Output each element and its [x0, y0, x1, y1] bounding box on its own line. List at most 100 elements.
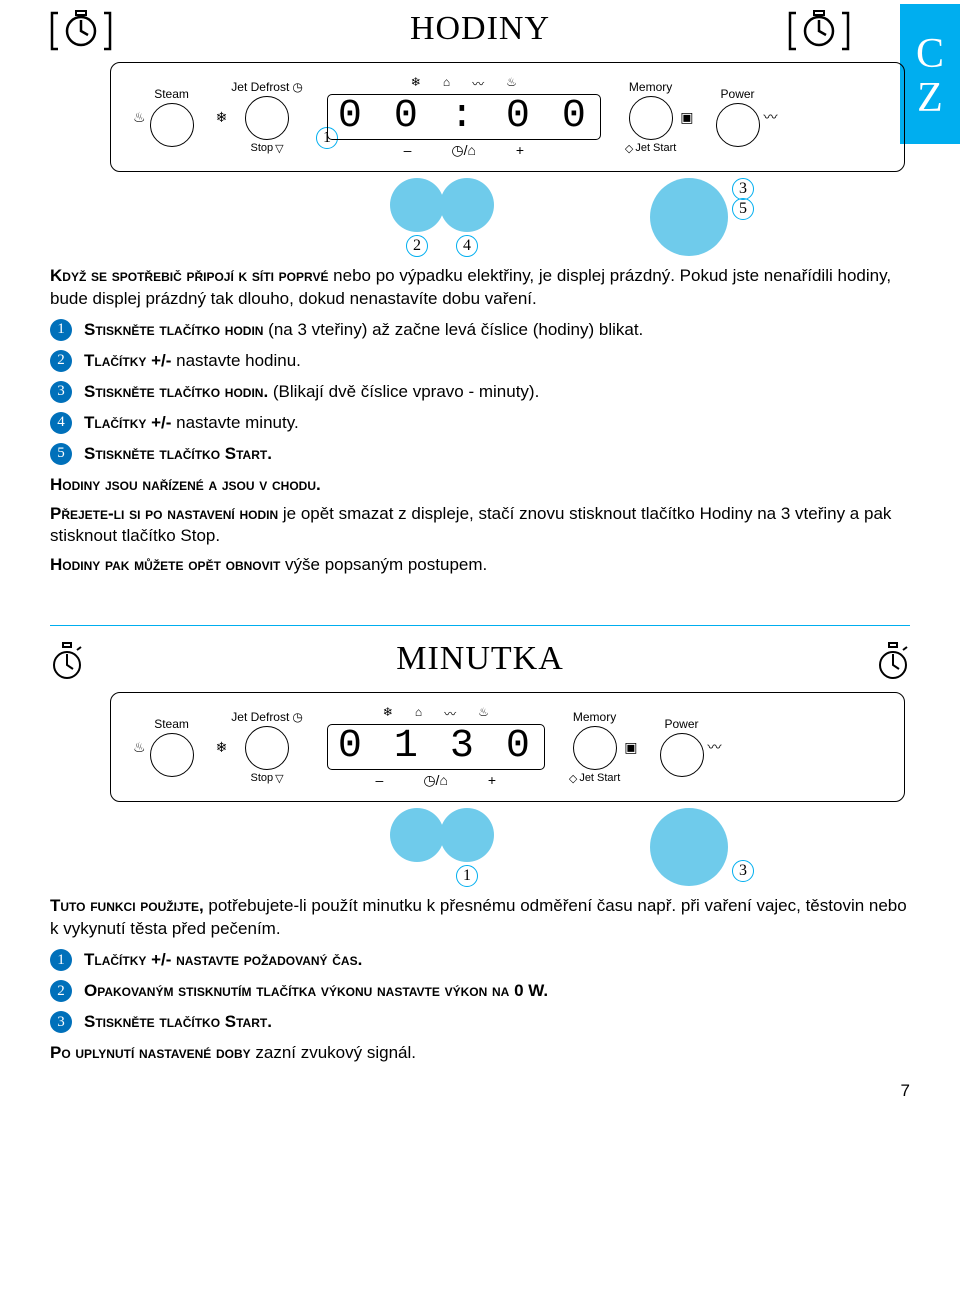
- power-knob-col: Power: [716, 87, 760, 147]
- power-label: Power: [721, 87, 755, 101]
- stop-label: Stop: [251, 142, 274, 154]
- memory-knob-col-2: Memory ◇Jet Start: [569, 710, 620, 785]
- list-item: 5Stiskněte tlačítko Start.: [50, 443, 910, 466]
- stop-label-2: Stop: [251, 772, 274, 784]
- start-button-2[interactable]: [650, 808, 728, 886]
- bullet-2: 2: [50, 350, 72, 372]
- power-label-2: Power: [665, 717, 699, 731]
- s1-step2-sc: Tlačítky +/-: [84, 351, 171, 370]
- s1-outro1-sc: Hodiny jsou nařízené a jsou v chodu.: [50, 475, 321, 494]
- jetdefrost-label-2: Jet Defrost: [231, 710, 289, 724]
- s2-step2-sc: Opakovaným stisknutím tlačítka výkonu na…: [84, 981, 548, 1000]
- section1-title: HODINY: [410, 10, 550, 48]
- m-box-icon-2: ▣: [624, 739, 637, 756]
- clock-small-icon-2: ◷: [292, 710, 302, 724]
- timer-icon-left: [50, 640, 84, 687]
- control-panel-2: ♨ Steam ❄ Jet Defrost ◷ Stop▽ ❄ ⌂ 〰 ♨ 0 …: [110, 692, 905, 802]
- section2-intro: Tuto funkci použijte, potřebujete-li pou…: [50, 895, 910, 941]
- callout-4: 4: [456, 235, 478, 257]
- power-knob-col-2: Power: [660, 717, 704, 777]
- steam-knob-2[interactable]: [150, 733, 194, 777]
- callout-5: 5: [732, 198, 754, 220]
- display-sub-row-2: – ◷/⌂ +: [327, 772, 545, 789]
- defrost-knob-col-2: Jet Defrost ◷ Stop▽: [231, 710, 303, 785]
- power-knob-2[interactable]: [660, 733, 704, 777]
- s2-step1-sc: Tlačítky +/- nastavte požadovaný čas.: [84, 950, 362, 969]
- jetstart-label-2: Jet Start: [579, 772, 620, 784]
- s1-step4-sc: Tlačítky +/-: [84, 413, 171, 432]
- time-display-1: 0 0 : 0 0: [327, 94, 601, 140]
- bullet-3: 3: [50, 381, 72, 403]
- s2-intro-sc: Tuto funkci použijte,: [50, 896, 204, 915]
- bullet-2-3: 3: [50, 1011, 72, 1033]
- display-col-1: ❄ ⌂ 〰 ♨ 0 0 : 0 0 – ◷/⌂ +: [327, 75, 601, 159]
- list-item: 1Stiskněte tlačítko hodin (na 3 vteřiny)…: [50, 319, 910, 342]
- list-item: 3 Stiskněte tlačítko Start.: [50, 1011, 910, 1034]
- snowflake-icon: ❄: [216, 109, 228, 126]
- section1-intro: Když se spotřebič připojí k síti poprvé …: [50, 265, 910, 311]
- defrost-knob-col: Jet Defrost ◷ Stop▽: [231, 80, 303, 155]
- weight-top-icon: ⌂: [443, 75, 450, 92]
- memory-label: Memory: [629, 80, 672, 94]
- s2-outro-rest: zazní zvukový signál.: [251, 1043, 416, 1062]
- memory-knob[interactable]: [629, 96, 673, 140]
- list-item: 2 Tlačítky +/- nastavte hodinu.: [50, 350, 910, 373]
- callout-2-1: 1: [456, 865, 478, 887]
- s2-step3-sc: Stiskněte tlačítko Start.: [84, 1012, 272, 1031]
- s1-step2-rest: nastavte hodinu.: [171, 351, 300, 370]
- clock-small-icon: ◷: [292, 80, 302, 94]
- start-button-1[interactable]: [650, 178, 728, 256]
- snowflake-top-icon: ❄: [411, 75, 421, 92]
- bullet-1: 1: [50, 319, 72, 341]
- m-box-icon: ▣: [680, 109, 693, 126]
- section1-title-row: HODINY: [50, 10, 910, 56]
- callout-2: 2: [406, 235, 428, 257]
- power-knob[interactable]: [716, 103, 760, 147]
- list-item: 3Stiskněte tlačítko hodin. (Blikají dvě …: [50, 381, 910, 404]
- wave-top-icon-2: 〰: [444, 705, 456, 722]
- stop-triangle-icon: ▽: [275, 142, 283, 155]
- section2-steps: 1 Tlačítky +/- nastavte požadovaný čas. 2…: [50, 949, 910, 1034]
- display-col-2: ❄ ⌂ 〰 ♨ 0 1 3 0 – ◷/⌂ +: [327, 705, 545, 789]
- s2-outro-sc: Po uplynutí nastavené doby: [50, 1043, 251, 1062]
- plus-label: +: [516, 142, 524, 159]
- bullet-2-2: 2: [50, 980, 72, 1002]
- bullet-4: 4: [50, 412, 72, 434]
- page-number: 7: [901, 1081, 910, 1101]
- defrost-knob[interactable]: [245, 96, 289, 140]
- diamond-icon: ◇: [625, 142, 633, 155]
- jetstart-label: Jet Start: [635, 142, 676, 154]
- minus-label-2: –: [376, 772, 384, 789]
- diamond-icon-2: ◇: [569, 772, 577, 785]
- memory-knob-col: Memory ◇Jet Start: [625, 80, 676, 155]
- minus-label: –: [404, 142, 412, 159]
- list-item: 4Tlačítky +/- nastavte minuty.: [50, 412, 910, 435]
- bullet-2-1: 1: [50, 949, 72, 971]
- memory-knob-2[interactable]: [573, 726, 617, 770]
- pot-top-icon-2: ♨: [478, 705, 489, 722]
- section2-title: MINUTKA: [396, 640, 564, 678]
- pot-icon-2: ♨: [133, 739, 146, 756]
- touch-group-24: 2 4: [390, 178, 494, 257]
- touches-row-2: 1 3: [110, 808, 910, 887]
- steam-label: Steam: [154, 87, 189, 101]
- s1-step1-sc: Stiskněte tlačítko hodin: [84, 320, 263, 339]
- touches-row-1: 2 4 3 5: [110, 178, 910, 257]
- display-icons-row: ❄ ⌂ 〰 ♨: [411, 75, 517, 92]
- steam-knob-col: Steam: [150, 87, 194, 147]
- defrost-knob-2[interactable]: [245, 726, 289, 770]
- plus-button-2[interactable]: [440, 808, 494, 862]
- mid-sub-label: ◷/⌂: [451, 142, 476, 159]
- list-item: 1 Tlačítky +/- nastavte požadovaný čas.: [50, 949, 910, 972]
- bullet-5: 5: [50, 443, 72, 465]
- minus-button-2[interactable]: [390, 808, 444, 862]
- clock-bracket-icon-left: [50, 7, 112, 60]
- s1-outro1: Hodiny jsou nařízené a jsou v chodu.: [50, 474, 910, 497]
- section2-panel-wrap: ♨ Steam ❄ Jet Defrost ◷ Stop▽ ❄ ⌂ 〰 ♨ 0 …: [110, 692, 910, 887]
- steam-knob[interactable]: [150, 103, 194, 147]
- s1-outro3-sc: Hodiny pak můžete opět obnovit: [50, 555, 280, 574]
- memory-label-2: Memory: [573, 710, 616, 724]
- plus-button[interactable]: [440, 178, 494, 232]
- pot-icon: ♨: [133, 109, 146, 126]
- minus-button[interactable]: [390, 178, 444, 232]
